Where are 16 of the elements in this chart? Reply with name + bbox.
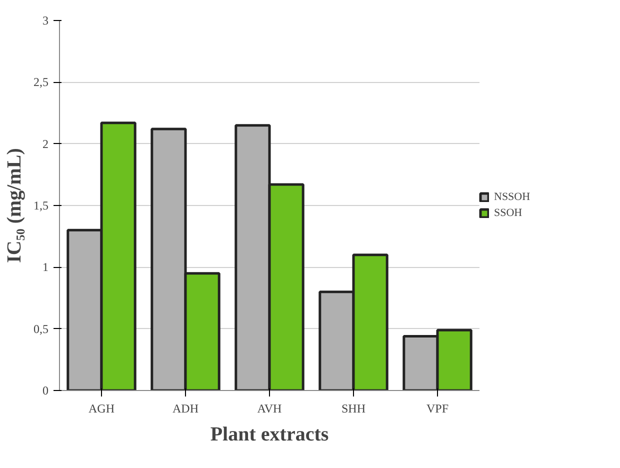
y-tick-label: 3 <box>42 14 48 28</box>
y-tick-label: 2,5 <box>34 75 48 90</box>
y-tick-label: 1 <box>42 260 48 274</box>
y-axis-title: IC₅₀ (mg/mL) <box>4 148 26 263</box>
y-tick-label: 0,5 <box>34 322 48 336</box>
x-tick-label: SHH <box>341 402 366 416</box>
legend-label: NSSOH <box>494 191 530 203</box>
y-tick-label: 0 <box>42 384 48 398</box>
x-axis-title: Plant extracts <box>210 424 329 446</box>
x-tick-label: AVH <box>257 402 282 416</box>
legend-label: SSOH <box>494 207 522 219</box>
y-tick-label: 2 <box>42 136 48 151</box>
y-tick-label: 1,5 <box>34 198 48 212</box>
x-tick-label: AGH <box>88 402 115 416</box>
x-tick-label: VPF <box>426 402 449 416</box>
x-tick-label: ADH <box>172 402 199 416</box>
